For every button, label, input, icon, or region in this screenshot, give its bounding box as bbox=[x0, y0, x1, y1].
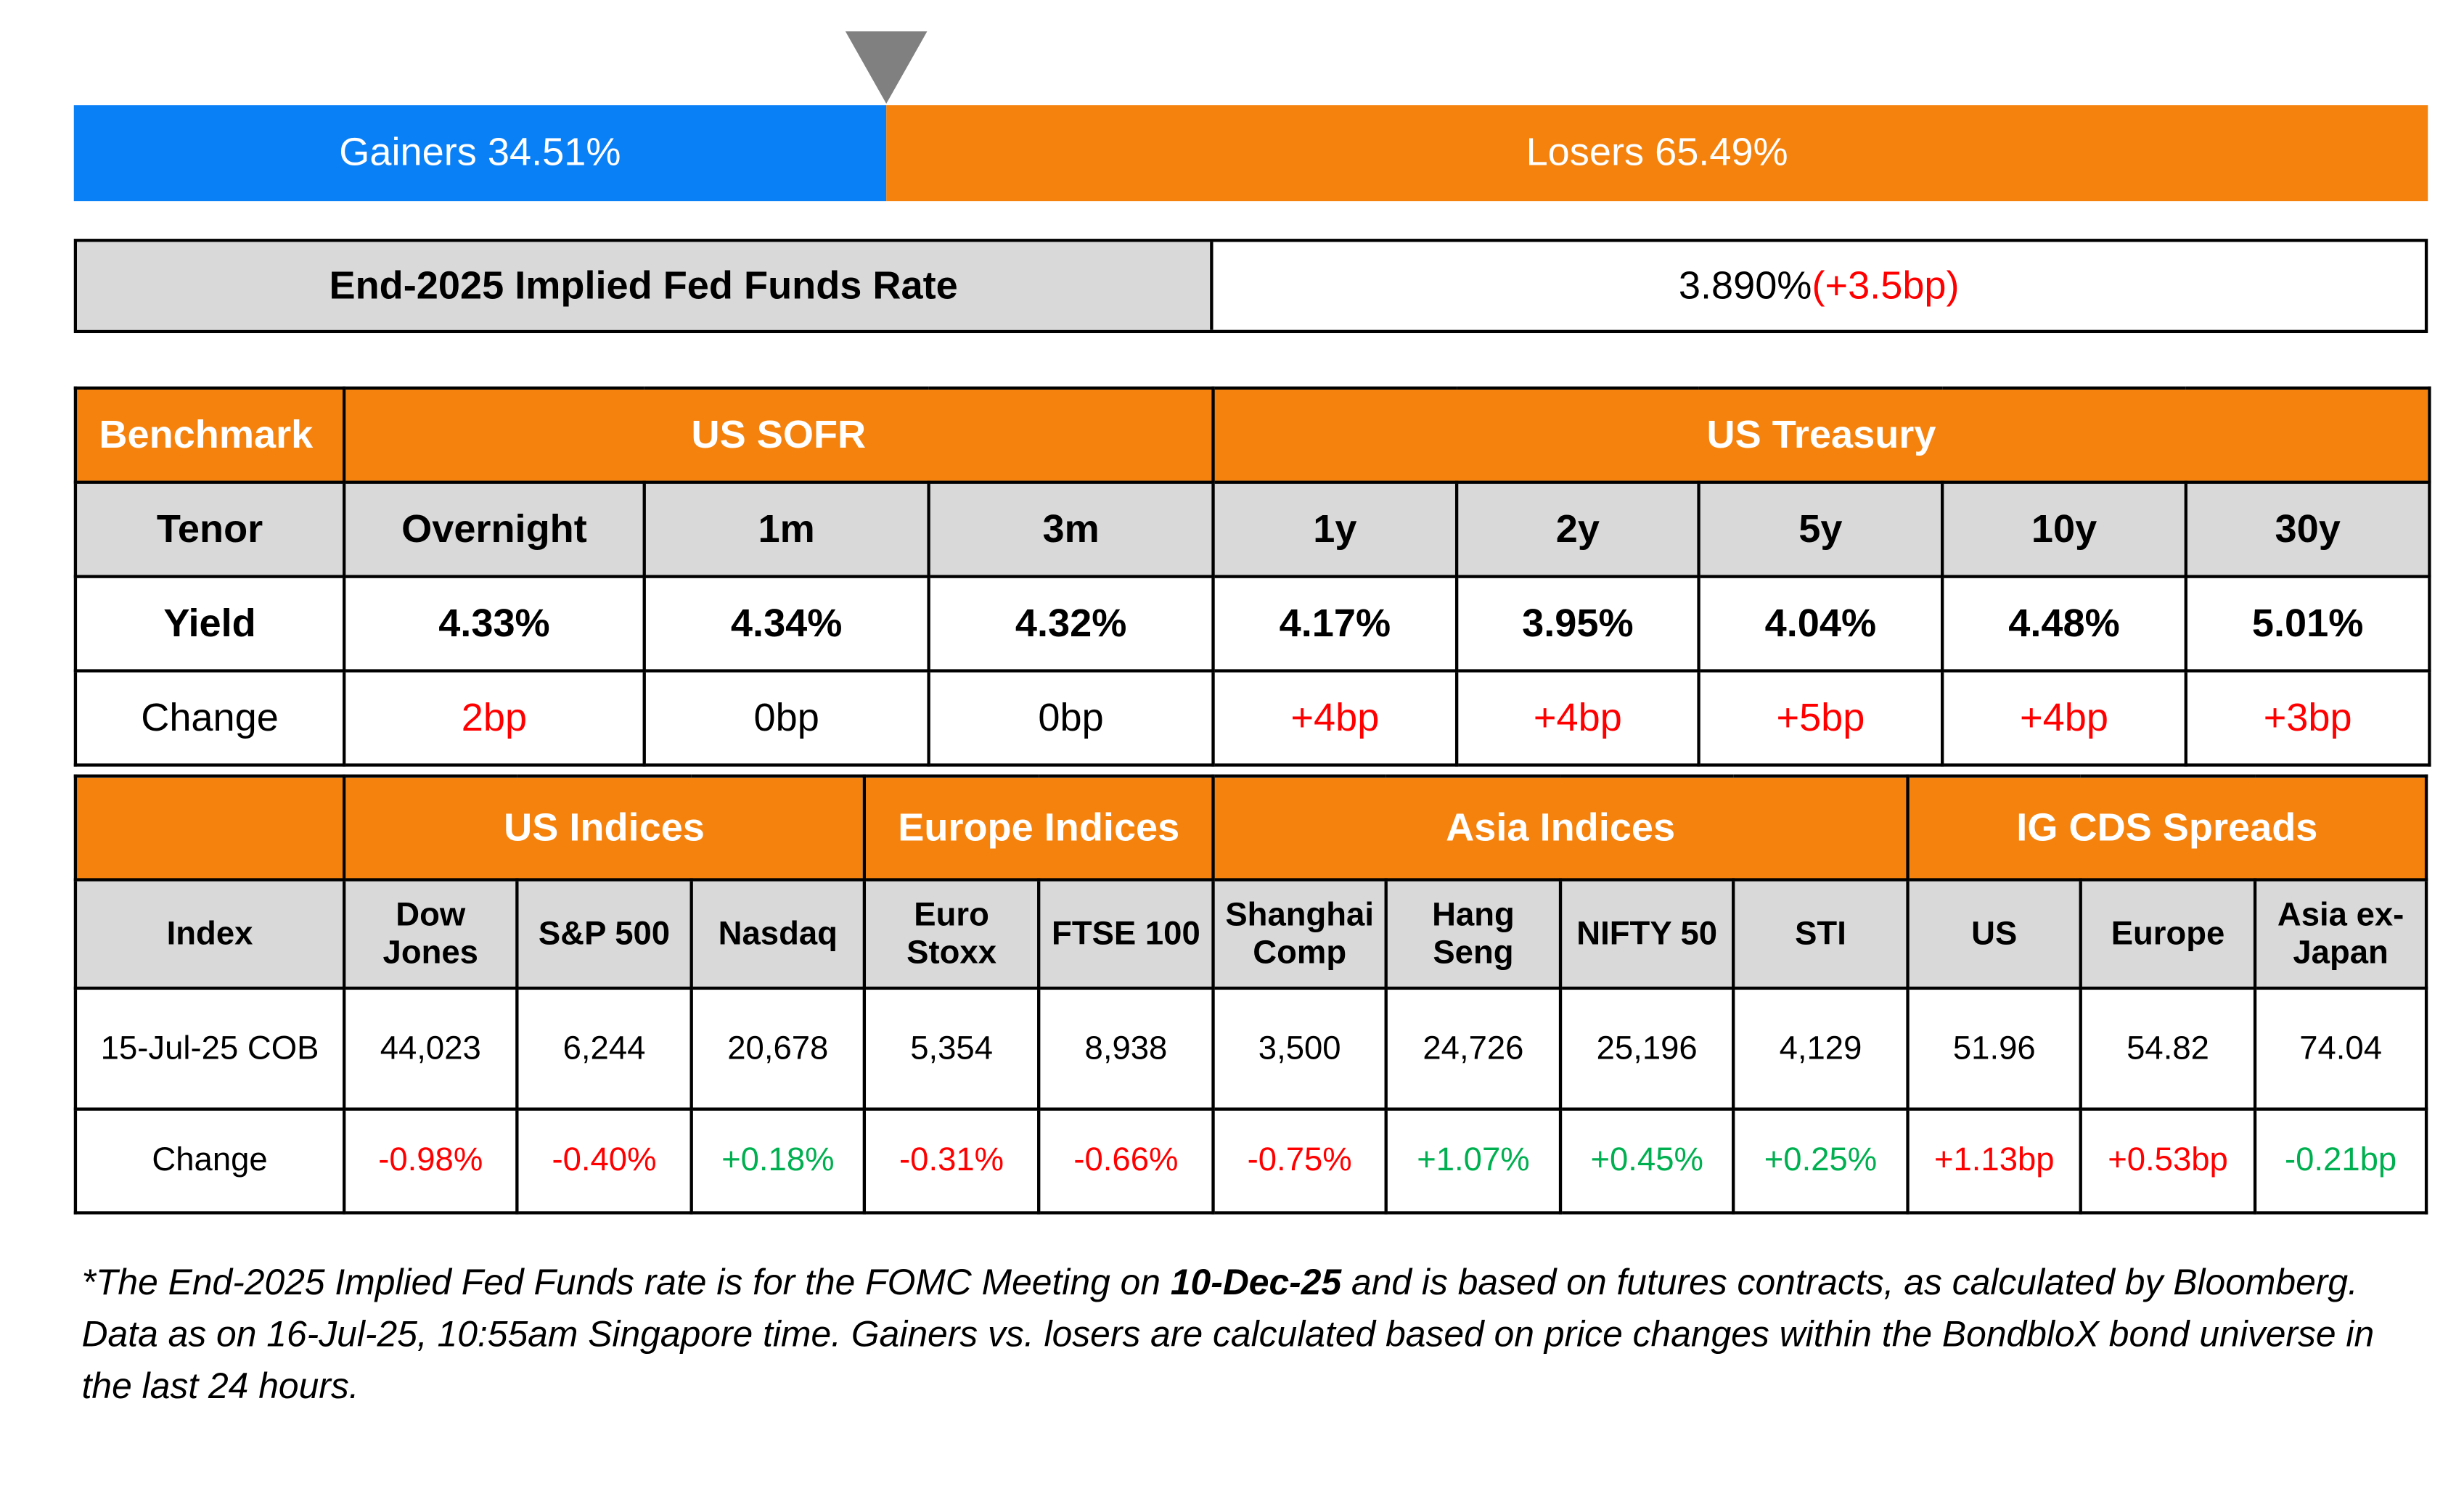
rate: 3.890% bbox=[1678, 263, 1812, 308]
cell: 20,678 bbox=[689, 986, 867, 1111]
group-header: Europe Indices bbox=[862, 774, 1215, 882]
cell: 5,354 bbox=[862, 986, 1041, 1111]
cell: Overnight bbox=[343, 480, 646, 578]
row: Change 2bp 0bp 0bp +4bp +4bp +5bp +4bp +3bp bbox=[73, 669, 2431, 767]
cell: STI bbox=[1732, 878, 1910, 990]
cell: 1m bbox=[642, 480, 930, 578]
cell: +0.18% bbox=[689, 1107, 867, 1215]
cell: +1.07% bbox=[1384, 1107, 1563, 1215]
cell: 30y bbox=[2184, 480, 2431, 578]
breadth-segment: Losers 65.49% bbox=[886, 105, 2428, 202]
row: 15-Jul-25 COB 44,023 6,244 20,678 5,354 8,938… bbox=[73, 986, 2428, 1111]
cell: -0.98% bbox=[343, 1107, 519, 1215]
cell: +0.25% bbox=[1732, 1107, 1910, 1215]
cell: 74.04 bbox=[2254, 986, 2428, 1111]
breadth-bar: Gainers 34.51% Losers 65.49% bbox=[73, 105, 2428, 202]
row-label: Change bbox=[73, 669, 346, 767]
cell: 3.95% bbox=[1455, 575, 1700, 673]
row-label: Change bbox=[73, 1107, 346, 1215]
cell: -0.75% bbox=[1211, 1107, 1388, 1215]
cell: 1y bbox=[1211, 480, 1459, 578]
group-header: IG CDS Spreads bbox=[1906, 774, 2428, 882]
cell: 6,244 bbox=[515, 986, 693, 1111]
footnote: *The End-2025 Implied Fed Funds rate is … bbox=[82, 1257, 2376, 1412]
cell: -0.40% bbox=[515, 1107, 693, 1215]
cell: 4.17% bbox=[1211, 575, 1459, 673]
cell: +1.13bp bbox=[1906, 1107, 2083, 1215]
fed-funds-label: End-2025 Implied Fed Funds Rate bbox=[77, 242, 1213, 330]
cell: Shanghai Comp bbox=[1211, 878, 1388, 990]
marker bbox=[845, 31, 928, 104]
row-label: 15-Jul-25 COB bbox=[73, 986, 346, 1111]
cell: -0.31% bbox=[862, 1107, 1041, 1215]
rates-table: Benchmark US SOFR US Treasury Tenor Overnigh… bbox=[73, 386, 2431, 767]
cell: 3,500 bbox=[1211, 986, 1388, 1111]
cell: -0.66% bbox=[1037, 1107, 1215, 1215]
cell: Dow Jones bbox=[343, 878, 519, 990]
cell: 4.48% bbox=[1941, 575, 2187, 673]
corner: Benchmark bbox=[73, 386, 346, 484]
group-header: US Indices bbox=[343, 774, 867, 882]
corner bbox=[73, 774, 346, 882]
group-header: Asia Indices bbox=[1211, 774, 1910, 882]
cell: +4bp bbox=[1455, 669, 1700, 767]
cell: 10y bbox=[1941, 480, 2187, 578]
cell: +4bp bbox=[1941, 669, 2187, 767]
cell: Hang Seng bbox=[1384, 878, 1563, 990]
cell: 24,726 bbox=[1384, 986, 1563, 1111]
row-label: Tenor bbox=[73, 480, 346, 578]
cell: 0bp bbox=[927, 669, 1215, 767]
cell: +5bp bbox=[1697, 669, 1944, 767]
cell: Asia ex-Japan bbox=[2254, 878, 2428, 990]
cell: Europe bbox=[2079, 878, 2257, 990]
row: Tenor Overnight 1m 3m 1y 2y 5y 10y 30y bbox=[73, 480, 2431, 578]
cell: 44,023 bbox=[343, 986, 519, 1111]
cell: +0.53bp bbox=[2079, 1107, 2257, 1215]
cell: S&P 500 bbox=[515, 878, 693, 990]
breadth-segment: Gainers 34.51% bbox=[73, 105, 887, 202]
cell: 4.33% bbox=[343, 575, 646, 673]
footnote-text: and is based on futures contracts, as ca… bbox=[81, 1261, 2375, 1406]
row: Yield 4.33% 4.34% 4.32% 4.17% 3.95% 4.04% 4.48%… bbox=[73, 575, 2431, 673]
row-label: Yield bbox=[73, 575, 346, 673]
cell: 4.04% bbox=[1697, 575, 1944, 673]
group-row: US Indices Europe Indices Asia Indices IG C… bbox=[73, 774, 2428, 882]
cell: 3m bbox=[927, 480, 1215, 578]
cell: Nasdaq bbox=[689, 878, 867, 990]
fed-funds-value: 3.890% (+3.5bp) bbox=[1213, 242, 2425, 329]
cell: 4.32% bbox=[927, 575, 1215, 673]
cell: 5.01% bbox=[2184, 575, 2431, 673]
cell: +4bp bbox=[1211, 669, 1459, 767]
cell: 54.82 bbox=[2079, 986, 2257, 1111]
cell: US bbox=[1906, 878, 2083, 990]
cell: NIFTY 50 bbox=[1558, 878, 1735, 990]
cell: 5y bbox=[1697, 480, 1944, 578]
fed-funds-box: End-2025 Implied Fed Funds Rate 3.890% (… bbox=[73, 239, 2428, 334]
group-header: US Treasury bbox=[1211, 386, 2431, 484]
cell: 2y bbox=[1455, 480, 1700, 578]
cell: FTSE 100 bbox=[1037, 878, 1215, 990]
cell: Euro Stoxx bbox=[862, 878, 1041, 990]
cell: 4,129 bbox=[1732, 986, 1910, 1111]
row: Index Dow Jones S&P 500 Nasdaq Euro Stoxx FTS… bbox=[73, 878, 2428, 990]
cell: +3bp bbox=[2184, 669, 2431, 767]
footnote-text: *The End-2025 Implied Fed Funds rate is … bbox=[81, 1261, 1171, 1302]
cell: 8,938 bbox=[1037, 986, 1215, 1111]
cell: 51.96 bbox=[1906, 986, 2083, 1111]
footnote-date: 10-Dec-25 bbox=[1170, 1261, 1342, 1302]
cell: +0.45% bbox=[1558, 1107, 1735, 1215]
row: Change -0.98% -0.40% +0.18% -0.31% -0.66% -0.7… bbox=[73, 1107, 2428, 1215]
cell: 4.34% bbox=[642, 575, 930, 673]
cell: 2bp bbox=[343, 669, 646, 767]
row-label: Index bbox=[73, 878, 346, 990]
group-row: Benchmark US SOFR US Treasury bbox=[73, 386, 2431, 484]
indices-table: US Indices Europe Indices Asia Indices IG C… bbox=[73, 774, 2428, 1215]
rate-change: (+3.5bp) bbox=[1812, 263, 1960, 308]
group-header: US SOFR bbox=[343, 386, 1215, 484]
cell: -0.21bp bbox=[2254, 1107, 2428, 1215]
cell: 0bp bbox=[642, 669, 930, 767]
cell: 25,196 bbox=[1558, 986, 1735, 1111]
